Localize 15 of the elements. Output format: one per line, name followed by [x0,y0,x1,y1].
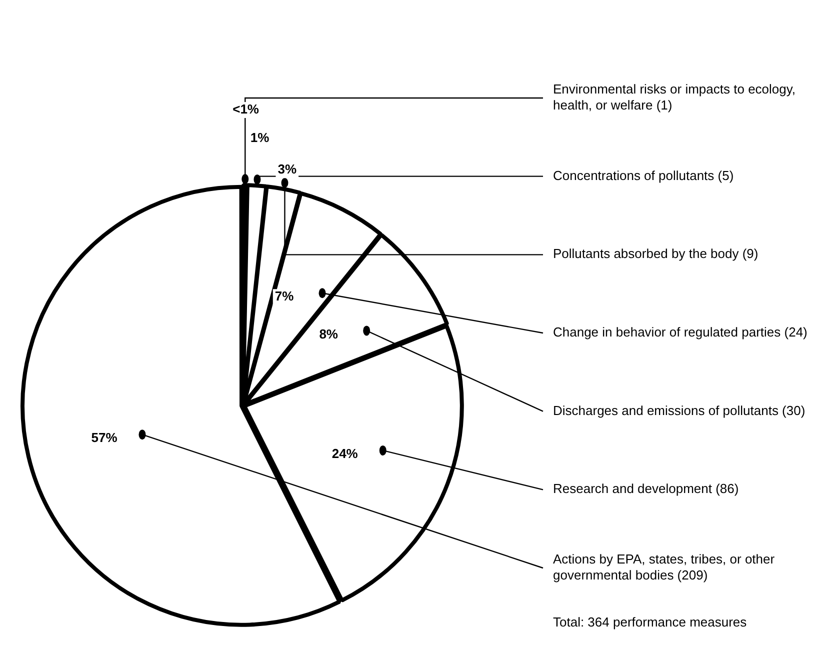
data-label: 8% [319,326,338,342]
data-label: 7% [274,288,294,304]
data-label: 24% [332,446,358,462]
data-label: 3% [278,162,297,177]
slice-label: Pollutants absorbed by the body (9) [553,246,758,262]
data-label: <1% [232,102,260,117]
slice-label: Environmental risks or impacts to ecology, health, or welfare (1) [553,82,796,113]
slice-label: Actions by EPA, states, tribes, or other governmental bodies (209) [553,552,776,583]
data-label: 1% [250,130,270,146]
slice-label: Discharges and emissions of pollutants (30) [553,402,806,418]
text: Total: 364 performance measures [553,614,748,630]
slice-label: Research and development (86) [553,481,739,496]
slice-label: Change in behavior of regulated parties (24) [553,324,808,340]
data-label: 57% [91,430,118,446]
slice-label: Concentrations of pollutants (5) [553,168,734,183]
